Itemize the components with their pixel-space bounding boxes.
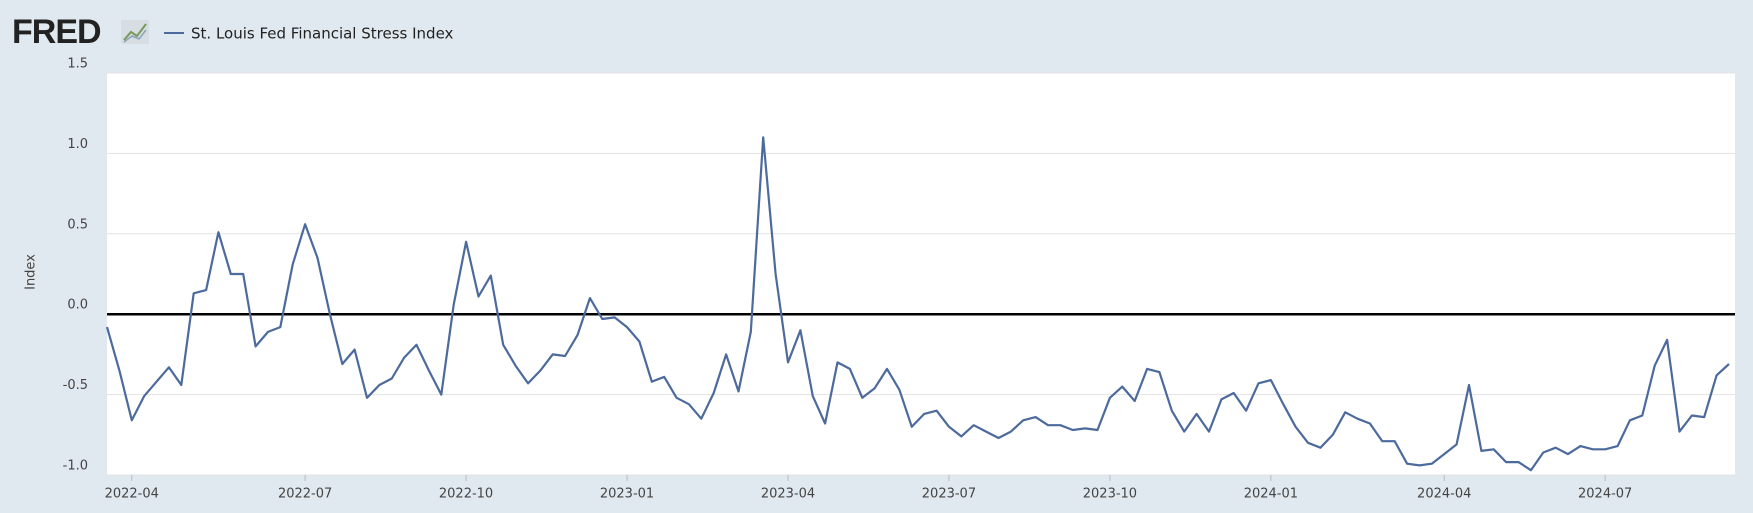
x-tick-label: 2023-01 xyxy=(600,487,654,502)
y-tick-label: 1.5 xyxy=(67,57,88,72)
x-tick-label: 2024-07 xyxy=(1578,487,1632,502)
y-tick-label: -1.0 xyxy=(63,459,88,474)
x-tick-label: 2022-04 xyxy=(105,487,159,502)
x-tick-label: 2022-07 xyxy=(278,487,332,502)
y-tick-label: 0.5 xyxy=(67,217,88,232)
x-tick-label: 2023-04 xyxy=(761,487,815,502)
y-tick-label: -0.5 xyxy=(63,378,88,393)
logo: FRED xyxy=(12,13,101,51)
y-axis-title: Index xyxy=(24,254,39,290)
y-tick-label: 1.0 xyxy=(67,137,88,152)
plot-area xyxy=(107,73,1735,475)
logo-icon xyxy=(121,20,149,44)
x-tick-label: 2022-10 xyxy=(439,487,493,502)
x-tick-label: 2024-01 xyxy=(1244,487,1298,502)
y-tick-label: 0.0 xyxy=(67,298,88,313)
x-tick-label: 2024-04 xyxy=(1417,487,1471,502)
legend-label: St. Louis Fed Financial Stress Index xyxy=(191,25,454,43)
x-tick-label: 2023-10 xyxy=(1083,487,1137,502)
series-line xyxy=(105,136,1730,472)
x-tick-label: 2023-07 xyxy=(922,487,976,502)
